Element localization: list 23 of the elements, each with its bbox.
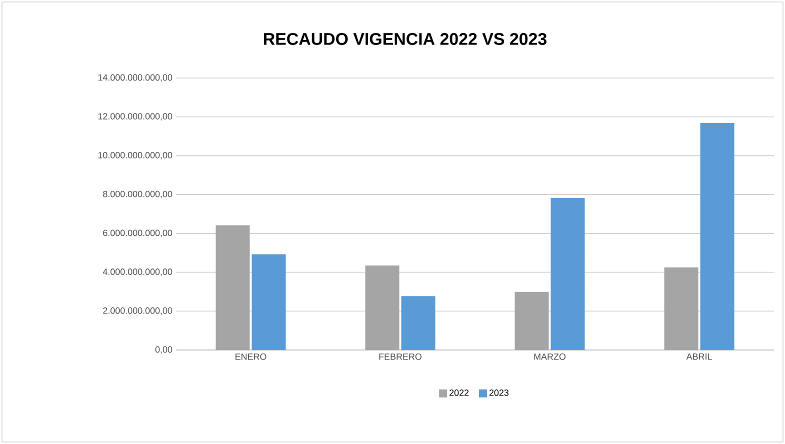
- y-tick-label: 10.000.000.000,00: [98, 152, 172, 160]
- y-tick-label: 2.000.000.000,00: [103, 307, 172, 315]
- bar: [700, 123, 734, 350]
- y-tick-label: 6.000.000.000,00: [103, 230, 172, 238]
- bar: [401, 296, 436, 350]
- bar: [252, 254, 286, 350]
- x-tick-label: ENERO: [236, 354, 266, 360]
- x-tick-label: ABRIL: [686, 354, 712, 360]
- y-tick-label: 8.000.000.000,00: [103, 190, 172, 198]
- y-tick-label: 0,00: [155, 346, 172, 354]
- bar: [550, 198, 585, 350]
- x-tick-label: MARZO: [534, 354, 566, 360]
- bar: [216, 225, 250, 350]
- bar: [664, 267, 698, 350]
- y-tick-label: 4.000.000.000,00: [102, 268, 172, 276]
- legend-label: 2023: [489, 390, 509, 396]
- legend-label: 2022: [450, 390, 469, 396]
- chart-title: RECAUDO VIGENCIA 2022 VS 2023: [264, 32, 546, 45]
- y-tick-label: 12.000.000.000,00: [98, 113, 172, 121]
- bar: [514, 292, 549, 350]
- x-tick-label: FEBRERO: [379, 354, 422, 360]
- y-tick-label: 14.000.000.000,00: [98, 74, 172, 82]
- bar: [365, 265, 400, 350]
